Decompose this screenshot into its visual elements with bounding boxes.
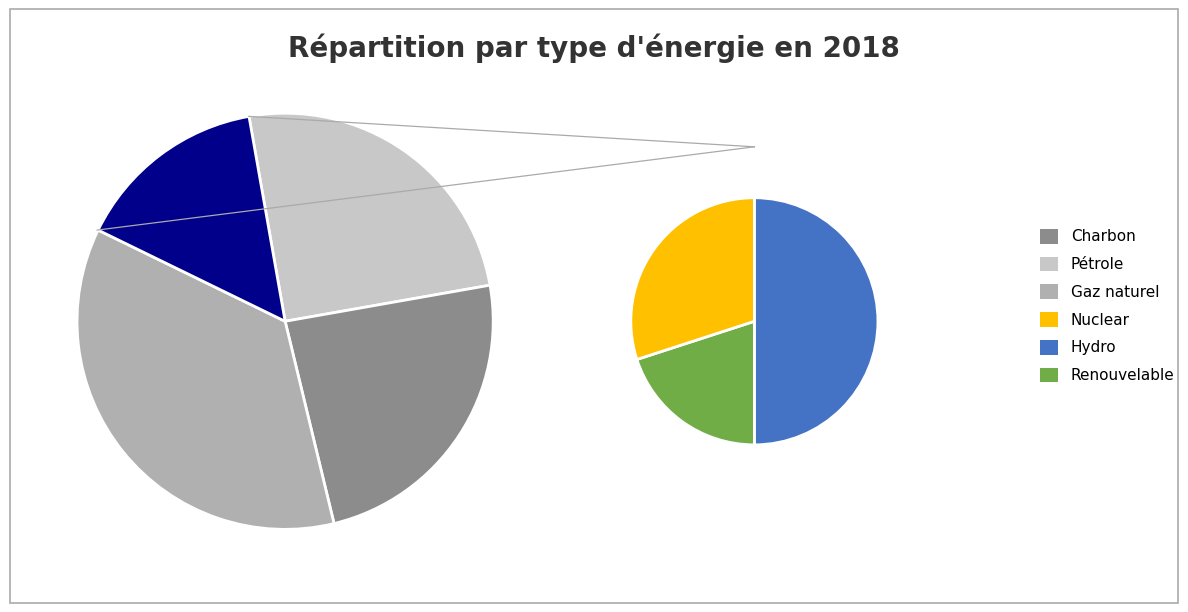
Text: Répartition par type d'énergie en 2018: Répartition par type d'énergie en 2018 [287, 34, 901, 63]
Wedge shape [77, 230, 334, 529]
Wedge shape [99, 116, 285, 321]
Wedge shape [249, 113, 489, 321]
Wedge shape [631, 198, 754, 359]
Wedge shape [637, 321, 754, 445]
Wedge shape [285, 285, 493, 523]
Legend: Charbon, Pétrole, Gaz naturel, Nuclear, Hydro, Renouvelable: Charbon, Pétrole, Gaz naturel, Nuclear, … [1041, 229, 1175, 383]
Wedge shape [754, 198, 878, 445]
